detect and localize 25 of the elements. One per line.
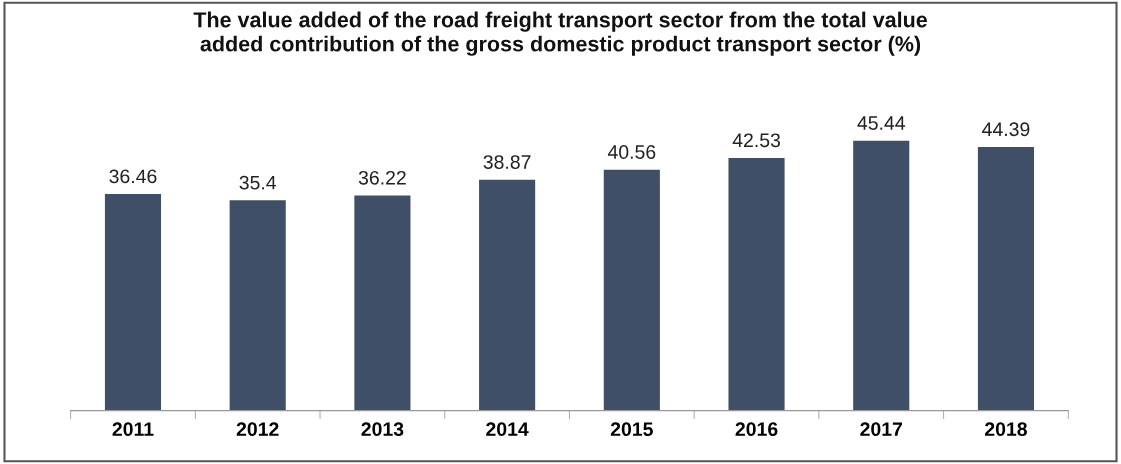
data-label: 36.46 <box>109 169 157 184</box>
x-tick-label: 2013 <box>361 422 404 437</box>
bar <box>977 146 1035 411</box>
data-label: 40.56 <box>607 145 656 159</box>
x-tick-label: 2011 <box>112 422 154 437</box>
data-label: 45.44 <box>857 116 906 130</box>
x-tick-label: 2018 <box>985 422 1027 437</box>
x-tick-label: 2012 <box>236 422 279 437</box>
bar <box>479 179 536 411</box>
x-tick-label: 2017 <box>860 422 903 437</box>
data-label: 36.22 <box>358 170 406 185</box>
bar <box>603 169 660 411</box>
bar <box>229 200 286 411</box>
data-label: 35.4 <box>239 175 277 190</box>
bar <box>104 194 162 411</box>
x-tick-label: 2016 <box>735 422 778 437</box>
bar <box>728 157 785 411</box>
chart-title: The value added of the road freight transport sector from the total value added contribution of the gross domestic product transport sector (%) <box>193 11 928 56</box>
data-label: 42.53 <box>732 133 781 148</box>
bar <box>853 140 910 411</box>
x-tick-label: 2015 <box>610 422 653 437</box>
data-label: 44.39 <box>982 122 1030 137</box>
data-label: 38.87 <box>483 155 531 169</box>
x-tick-label: 2014 <box>486 422 529 437</box>
bar <box>354 195 411 411</box>
